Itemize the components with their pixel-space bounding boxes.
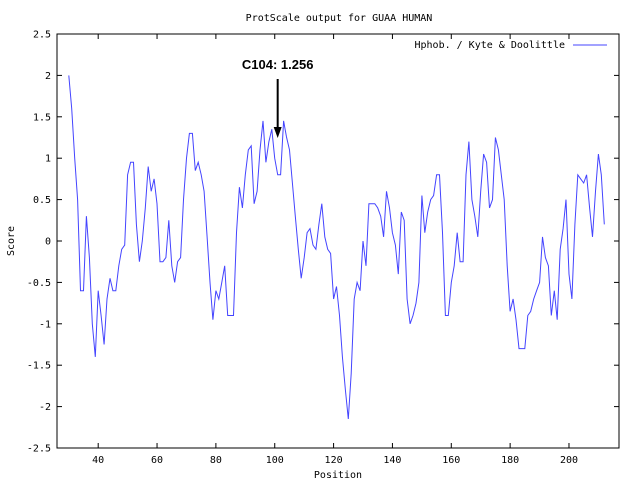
x-axis-label: Position <box>314 470 362 481</box>
y-tick-label: 1 <box>45 154 51 165</box>
y-tick-label: -1.5 <box>27 361 51 372</box>
x-tick-label: 140 <box>383 455 401 466</box>
y-tick-label: -2.5 <box>27 444 51 455</box>
annotation-label: C104: 1.256 <box>242 57 314 72</box>
x-axis: 40 60 80 100 120 140 160 180 200 <box>92 34 578 466</box>
annotation-layer: C104: 1.256 <box>242 57 314 139</box>
legend: Hphob. / Kyte & Doolittle <box>414 40 607 51</box>
plot-area <box>56 33 620 449</box>
y-tick-label: 0.5 <box>33 195 51 206</box>
y-axis-label: Score <box>6 226 17 256</box>
legend-label: Hphob. / Kyte & Doolittle <box>414 40 565 51</box>
y-tick-label: 2 <box>45 71 51 82</box>
y-tick-label: 2.5 <box>33 30 51 41</box>
x-tick-label: 120 <box>325 455 343 466</box>
y-tick-label: 0 <box>45 237 51 248</box>
series-line <box>68 75 605 420</box>
x-tick-label: 180 <box>501 455 519 466</box>
x-tick-label: 60 <box>151 455 163 466</box>
chart-title: ProtScale output for GUAA HUMAN <box>246 13 433 24</box>
x-tick-label: 200 <box>560 455 578 466</box>
x-tick-label: 100 <box>266 455 284 466</box>
y-axis: -2.5 -2 -1.5 -1 -0.5 0 0.5 1 1.5 2 2.5 <box>27 30 619 455</box>
series-layer <box>68 75 605 420</box>
y-tick-label: -1 <box>39 319 51 330</box>
annotation-arrow-head <box>273 127 282 139</box>
plot-border <box>56 33 620 449</box>
y-tick-label: -0.5 <box>27 278 51 289</box>
y-tick-label: -2 <box>39 402 51 413</box>
x-tick-label: 160 <box>442 455 460 466</box>
x-tick-label: 80 <box>210 455 222 466</box>
x-tick-label: 40 <box>92 455 104 466</box>
y-tick-label: 1.5 <box>33 112 51 123</box>
